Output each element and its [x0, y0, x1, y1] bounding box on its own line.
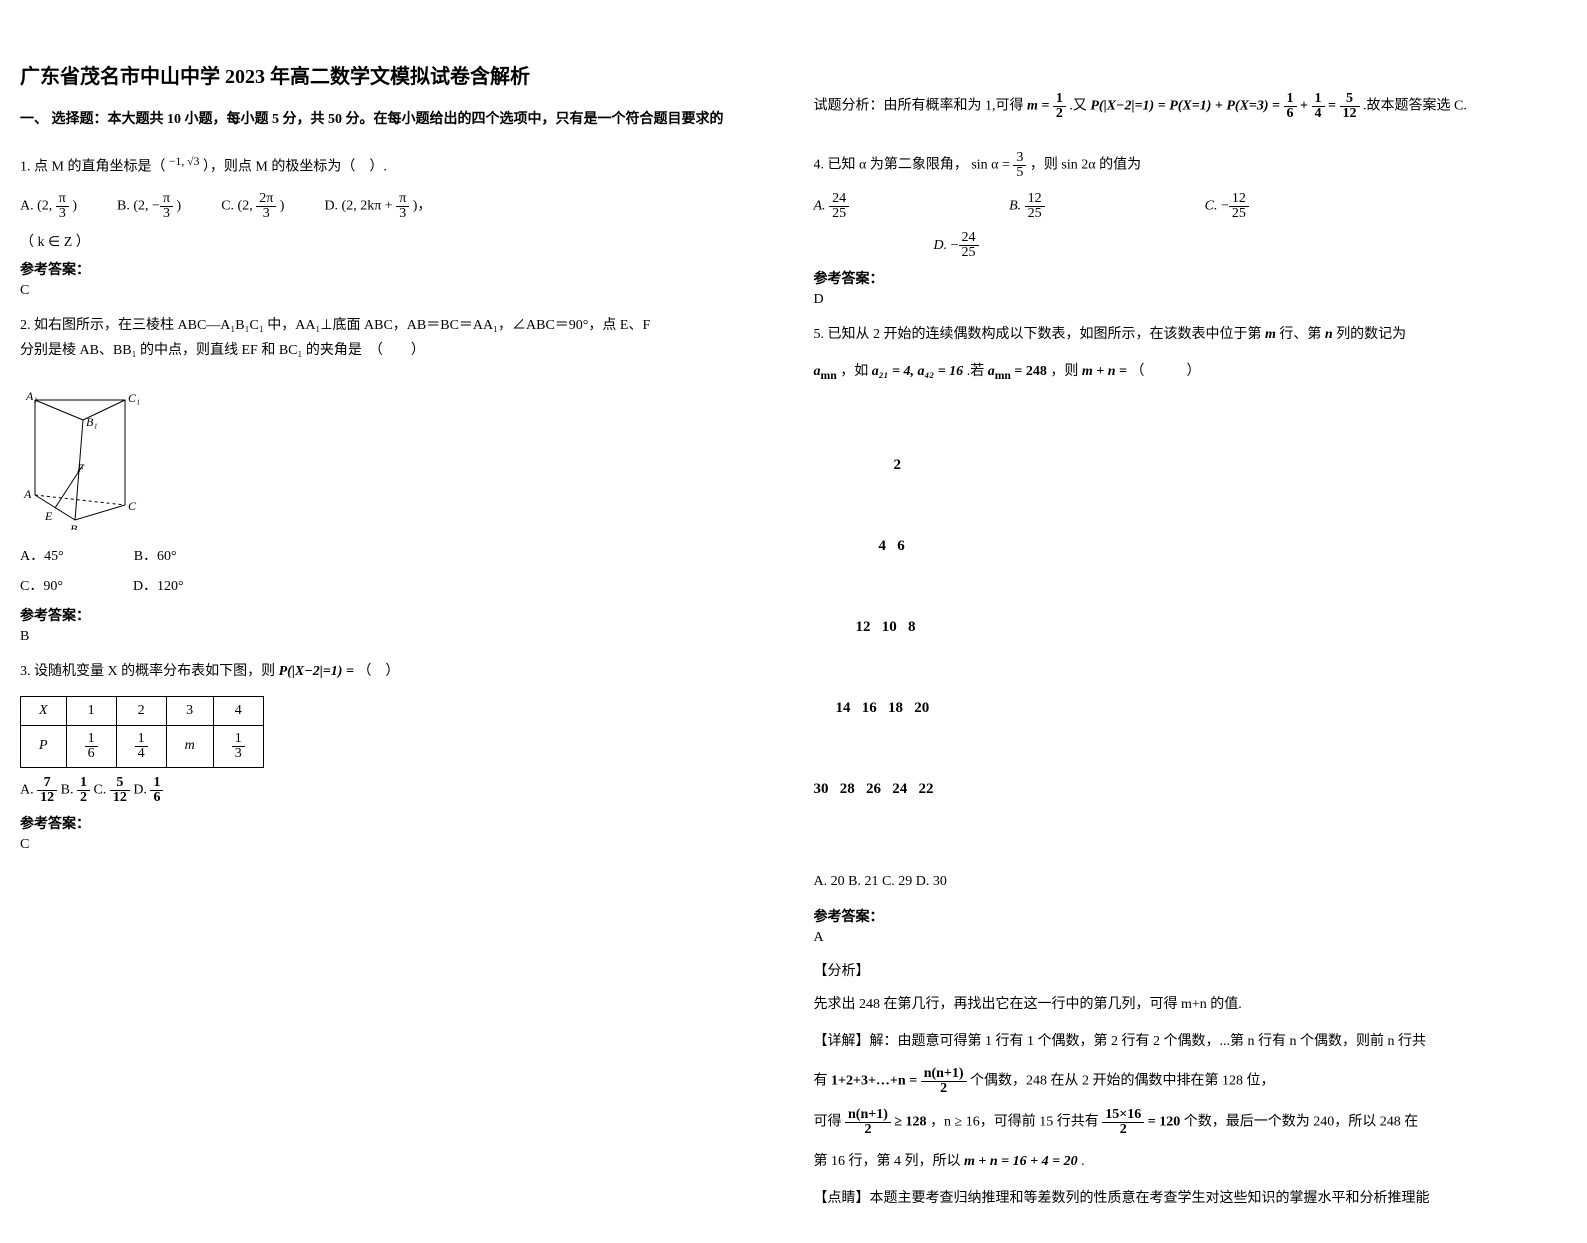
q3-analysis: 试题分析：由所有概率和为 1,可得 m = 12 .又 P(|X−2|=1) =… [814, 92, 1568, 121]
paper-title: 广东省茂名市中山中学 2023 年高二数学文模拟试卷含解析 [20, 60, 774, 89]
q5-result-line: 第 16 行，第 4 列，所以 m + n = 16 + 4 = 20 . [814, 1149, 1568, 1174]
q2-opt-a: A．45° [20, 545, 64, 565]
number-triangle: 2 4 6 12 10 8 14 16 18 20 30 28 26 24 22 [814, 398, 1568, 857]
q4-opt-c: C. −1225 [1205, 192, 1249, 221]
table-cell: 2 [116, 696, 166, 725]
q4-sin-eq: sin α = 35 [971, 151, 1026, 180]
table-cell: 14 [116, 725, 166, 767]
q3-stem-pre: 3. 设随机变量 X 的概率分布表如下图，则 [20, 664, 279, 679]
q4-ans: D [814, 292, 1568, 308]
table-cell: 13 [213, 725, 263, 767]
question-4: 4. 已知 α 为第二象限角， sin α = 35 ，则 sin 2α 的值为 [814, 151, 1568, 180]
table-row: X 1 2 3 4 [21, 696, 264, 725]
section-1-heading: 一、 选择题：本大题共 10 小题，每小题 5 分，共 50 分。在每小题给出的… [20, 109, 774, 131]
q1-opt-a: A. (2, π3 ) [20, 192, 77, 221]
q5-detail-text: 【详解】解：由题意可得第 1 行有 1 个偶数，第 2 行有 2 个偶数，...… [814, 1029, 1568, 1054]
q3-formula: P(|X−2|=1) = [279, 664, 354, 679]
question-1: 1. 点 M 的直角坐标是（ −1, √3 ），则点 M 的极坐标为（ ）. [20, 151, 774, 180]
table-cell: 16 [66, 725, 116, 767]
q3-stem-post: （ ） [357, 664, 399, 679]
q2-opt-c: C．90° [20, 575, 63, 595]
table-row: P 16 14 m 13 [21, 725, 264, 767]
table-cell: 4 [213, 696, 263, 725]
question-2: 2. 如右图所示，在三棱柱 ABC—A₁B₁C₁ 中，AA₁⊥底面 ABC，AB… [20, 313, 774, 363]
left-column: 广东省茂名市中山中学 2023 年高二数学文模拟试卷含解析 一、 选择题：本大题… [20, 20, 774, 1223]
question-3: 3. 设随机变量 X 的概率分布表如下图，则 P(|X−2|=1) = （ ） [20, 659, 774, 684]
q5-ans: A [814, 930, 1568, 946]
q3-options: A. 712 B. 12 C. 512 D. 16 [20, 776, 774, 805]
q5-analysis-label: 【分析】 [814, 960, 1568, 980]
q1-coord: −1, √3 [169, 155, 199, 168]
right-column: 试题分析：由所有概率和为 1,可得 m = 12 .又 P(|X−2|=1) =… [814, 20, 1568, 1223]
q4-options-row1: A. 2425 B. 1225 C. −1225 [814, 192, 1568, 221]
q1-opt-c: C. (2, 2π3 ) [221, 192, 284, 221]
q1-options: A. (2, π3 ) B. (2, −π3 ) C. (2, 2π3 ) D.… [20, 192, 774, 221]
q2-stem1: 2. 如右图所示，在三棱柱 ABC—A₁B₁C₁ 中，AA₁⊥底面 ABC，AB… [20, 313, 774, 338]
svg-text:A: A [23, 487, 32, 501]
q2-opt-d: D．120° [133, 575, 184, 595]
q3-ans-label: 参考答案： [20, 813, 774, 833]
table-cell: 3 [166, 696, 213, 725]
q2-ans: B [20, 629, 774, 645]
q1-k-note: （ k ∈ Z ） [20, 231, 774, 251]
q1-opt-b: B. (2, −π3 ) [117, 192, 181, 221]
svg-text:B₁: B₁ [86, 415, 98, 429]
q2-stem2: 分别是棱 AB、BB₁ 的中点，则直线 EF 和 BC₁ 的夹角是 （ ） [20, 338, 774, 363]
probability-table: X 1 2 3 4 P 16 14 m 13 [20, 696, 264, 768]
question-5: 5. 已知从 2 开始的连续偶数构成以下数表，如图所示，在该数表中位于第 m 行… [814, 322, 1568, 347]
q4-opt-a: A. 2425 [814, 192, 850, 221]
table-head-p: P [21, 725, 67, 767]
q5-ans-label: 参考答案： [814, 906, 1568, 926]
q2-options-row1: A．45° B．60° [20, 545, 774, 565]
q1-stem-post: ），则点 M 的极坐标为（ ）. [203, 160, 387, 175]
svg-text:C₁: C₁ [128, 391, 140, 405]
q4-opt-b: B. 1225 [1009, 192, 1045, 221]
q5-ineq-line: 可得 n(n+1)2 ≥ 128 ，n ≥ 16，可得前 15 行共有 15×1… [814, 1108, 1568, 1137]
q5-line2: amn ，如 a₂₁ = 4, a₄₂ = 16 .若 amn = 248 ，则… [814, 359, 1568, 386]
q4-options-row2: D. −2425 [934, 231, 1568, 260]
q5-comment: 【点睛】本题主要考查归纳推理和等差数列的性质意在考查学生对这些知识的掌握水平和分… [814, 1186, 1568, 1211]
q4-ans-label: 参考答案： [814, 268, 1568, 288]
svg-text:C: C [128, 499, 137, 513]
q1-ans-label: 参考答案： [20, 259, 774, 279]
q2-ans-label: 参考答案： [20, 605, 774, 625]
table-cell: m [166, 725, 213, 767]
svg-text:F: F [76, 461, 85, 475]
table-cell: 1 [66, 696, 116, 725]
q4-opt-d: D. −2425 [934, 238, 979, 253]
table-head-x: X [21, 696, 67, 725]
q1-opt-d: D. (2, 2kπ + π3 )， [324, 192, 431, 221]
prism-figure: A₁ C₁ B₁ A C B E F [20, 380, 160, 530]
q5-sum-line: 有 1+2+3+…+n = n(n+1)2 个偶数，248 在从 2 开始的偶数… [814, 1067, 1568, 1096]
q1-ans: C [20, 283, 774, 299]
q2-opt-b: B．60° [134, 545, 177, 565]
q5-analysis-text: 先求出 248 在第几行，再找出它在这一行中的第几列，可得 m+n 的值. [814, 992, 1568, 1017]
q2-options-row2: C．90° D．120° [20, 575, 774, 595]
svg-text:A₁: A₁ [25, 389, 38, 403]
q3-ans: C [20, 837, 774, 853]
q5-options: A. 20 B. 21 C. 29 D. 30 [814, 869, 1568, 894]
svg-text:B: B [70, 522, 78, 530]
q1-stem-pre: 1. 点 M 的直角坐标是（ [20, 160, 165, 175]
svg-text:E: E [44, 509, 53, 523]
